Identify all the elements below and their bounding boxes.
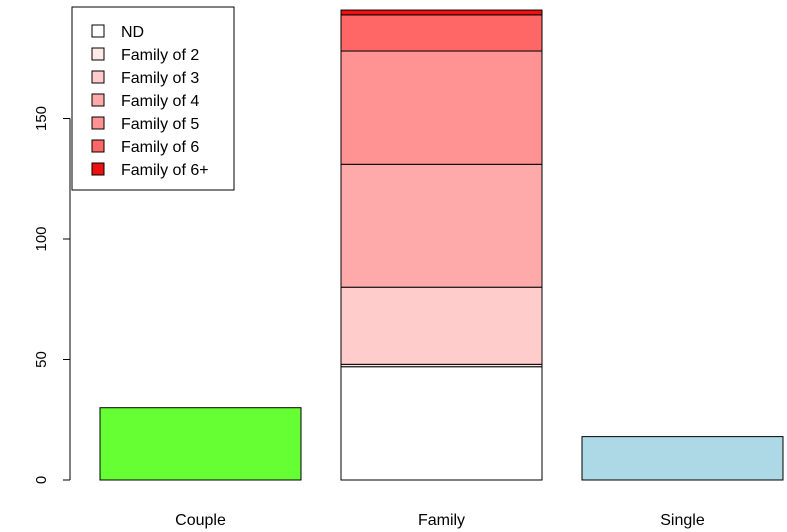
bar-segment xyxy=(340,286,543,365)
bar-segment xyxy=(340,366,543,481)
legend-swatch xyxy=(91,47,105,61)
x-tick-label: Single xyxy=(660,512,705,529)
x-tick-label: Couple xyxy=(175,512,226,529)
bar-single xyxy=(581,436,784,481)
bars xyxy=(99,9,784,481)
bar-segment xyxy=(340,9,543,16)
legend-swatch xyxy=(91,24,105,38)
legend-label: Family of 6 xyxy=(121,139,199,156)
legend-label: Family of 2 xyxy=(121,47,199,64)
y-tick-label: 150 xyxy=(33,106,50,131)
legend-label: Family of 6+ xyxy=(121,162,209,179)
x-axis-labels: Couple Family Single xyxy=(175,512,705,529)
bar-segment xyxy=(581,436,784,481)
y-tick-label: 50 xyxy=(33,351,50,368)
y-axis: 0 50 100 150 xyxy=(33,106,71,484)
bar-segment xyxy=(340,163,543,288)
legend-swatch xyxy=(91,116,105,130)
legend-swatch xyxy=(91,93,105,107)
bar-segment xyxy=(99,407,302,481)
x-tick-label: Family xyxy=(418,512,465,529)
bar-family xyxy=(340,9,543,481)
bar-segment xyxy=(340,50,543,165)
legend-swatch xyxy=(91,162,105,176)
legend-label: Family of 5 xyxy=(121,116,199,133)
legend-label: Family of 3 xyxy=(121,70,199,87)
legend: ND Family of 2 Family of 3 Family of 4 Famil… xyxy=(71,6,235,191)
legend-swatch xyxy=(91,139,105,153)
bar-couple xyxy=(99,407,302,481)
y-tick-label: 100 xyxy=(33,226,50,251)
legend-swatch xyxy=(91,70,105,84)
bar-segment xyxy=(340,14,543,52)
y-tick-label: 0 xyxy=(33,476,50,484)
legend-label: Family of 4 xyxy=(121,93,199,110)
legend-label: ND xyxy=(121,24,144,41)
